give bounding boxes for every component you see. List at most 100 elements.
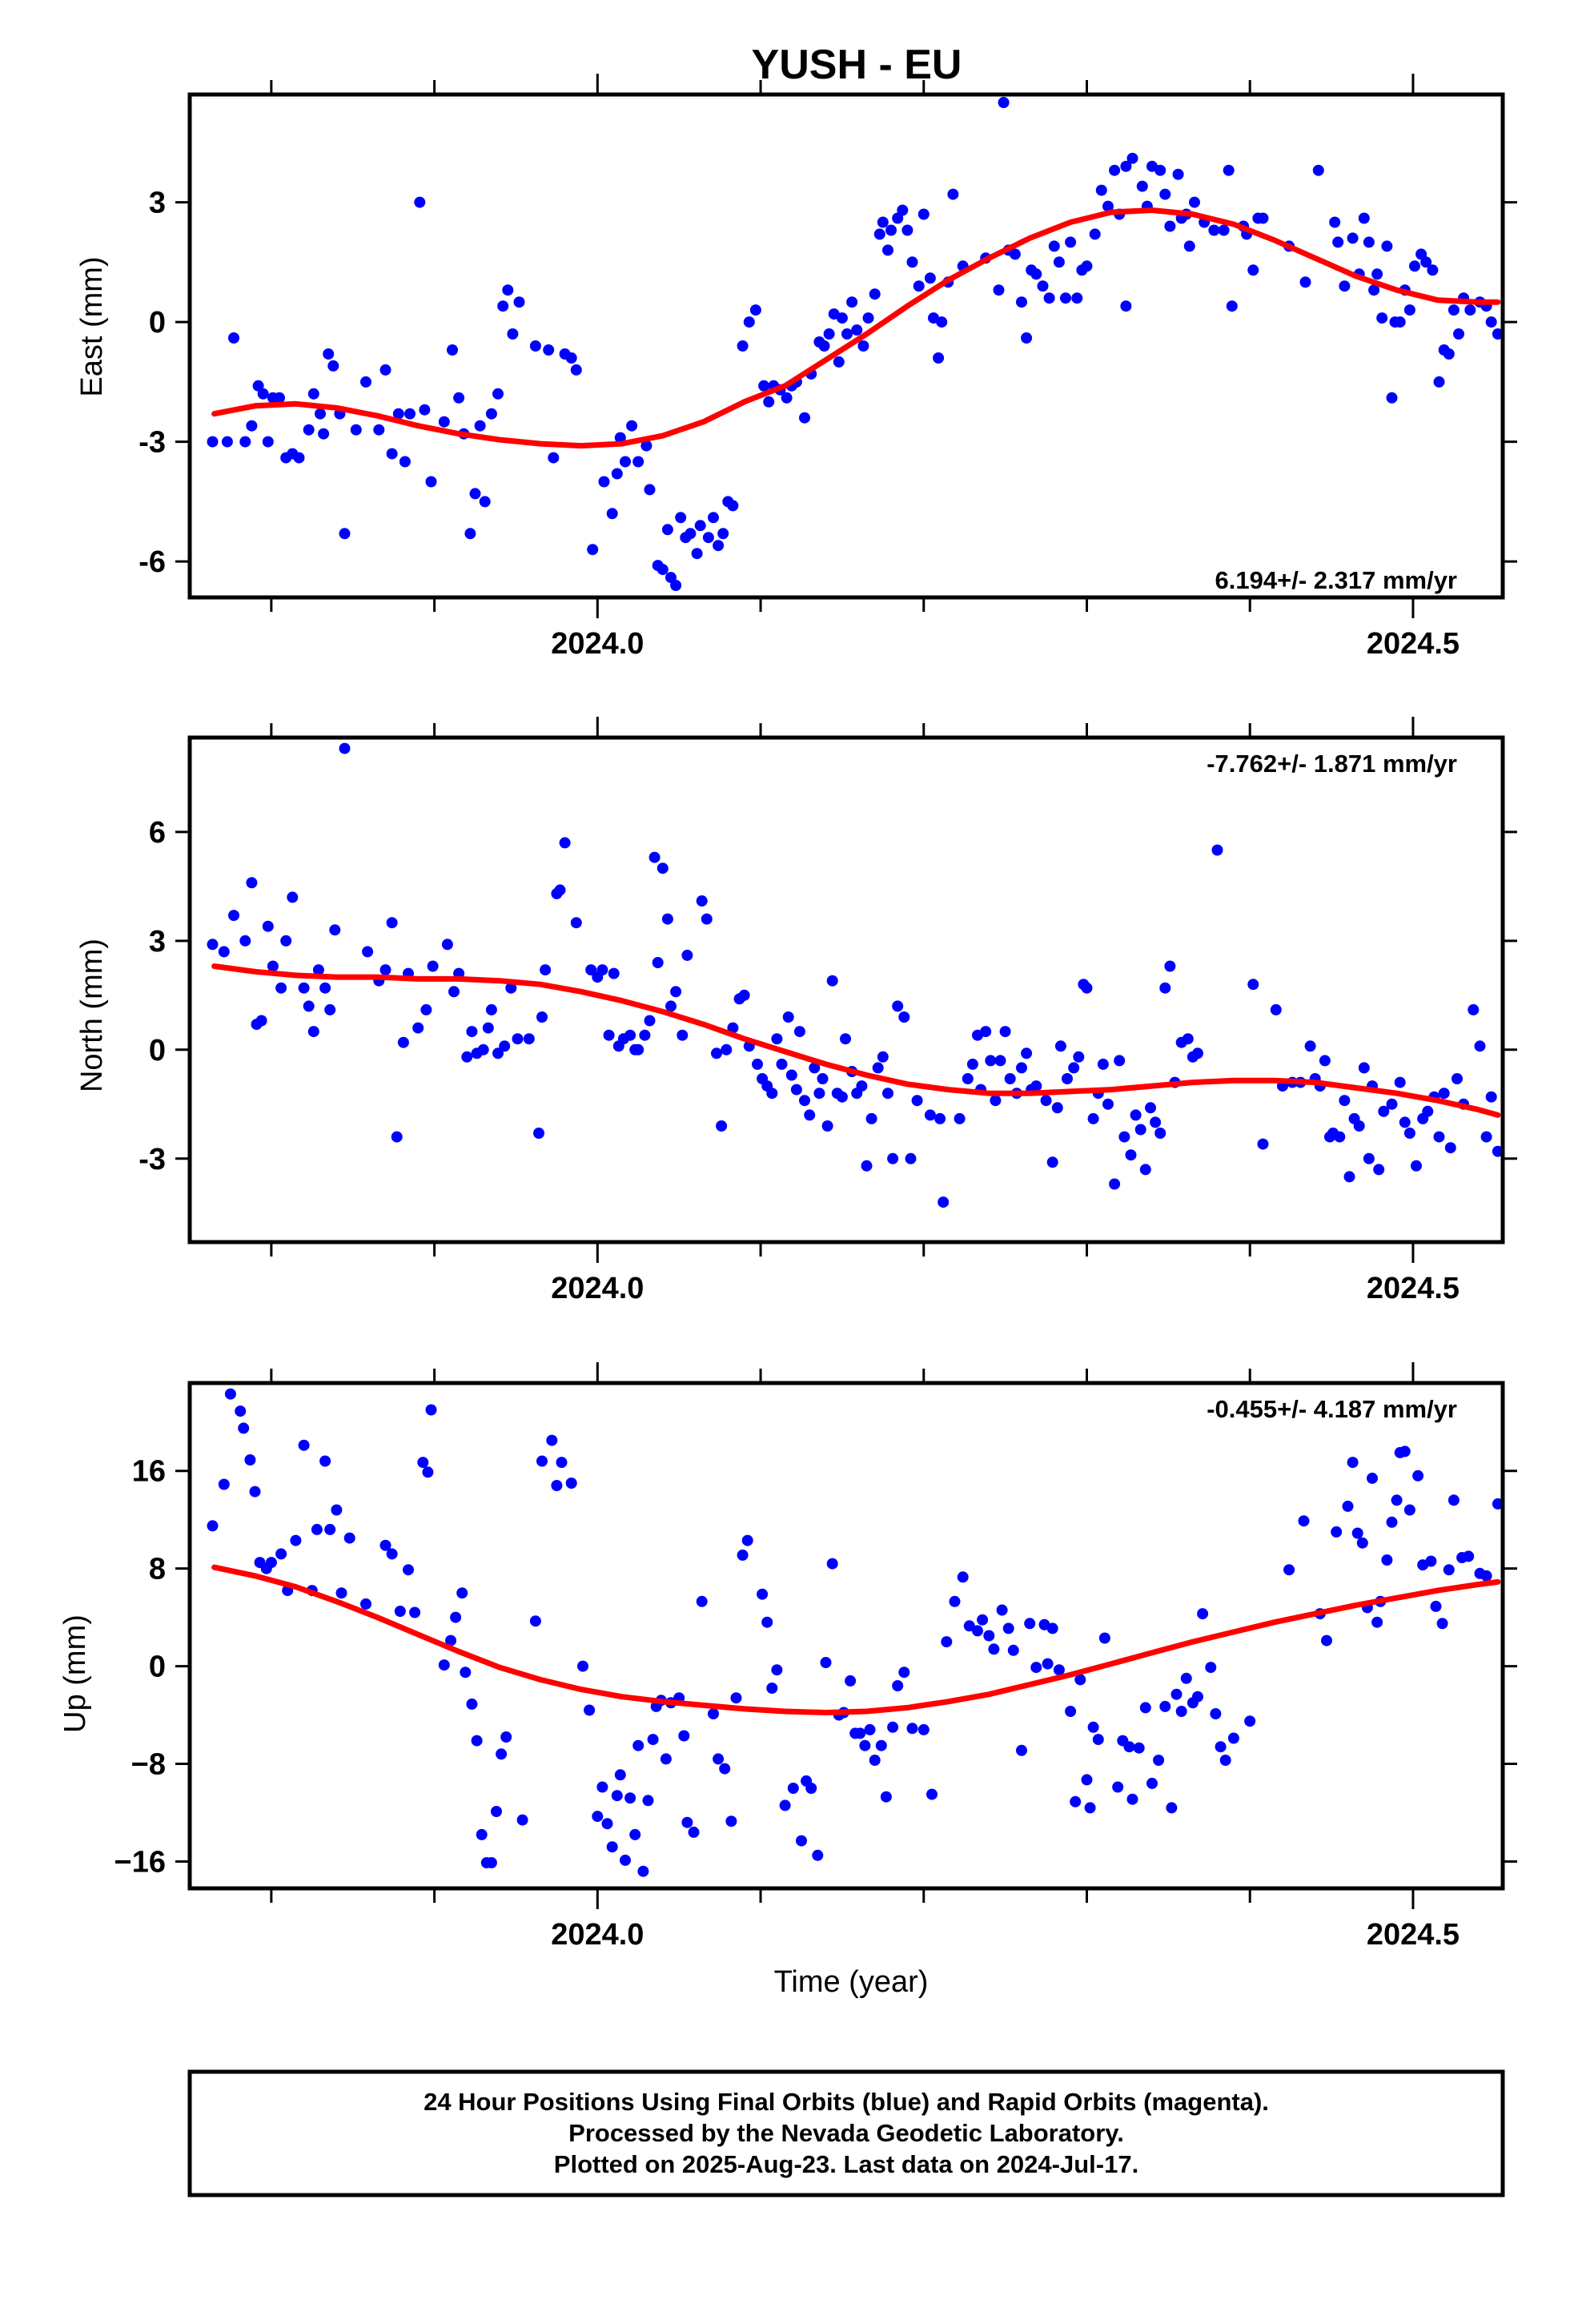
up-data-point bbox=[1371, 1616, 1383, 1628]
east-plot-frame bbox=[187, 92, 1505, 600]
north-data-point bbox=[1051, 1102, 1063, 1114]
north-data-point bbox=[872, 1062, 884, 1074]
up-data-point bbox=[730, 1692, 742, 1704]
east-data-point bbox=[327, 360, 339, 372]
north-data-point bbox=[661, 913, 673, 925]
east-data-point bbox=[936, 316, 948, 328]
east-data-point bbox=[497, 300, 509, 312]
east-data-point bbox=[1332, 236, 1344, 248]
east-data-point bbox=[1247, 264, 1259, 276]
up-data-point bbox=[864, 1723, 876, 1735]
east-data-point bbox=[360, 376, 371, 388]
north-data-point bbox=[608, 967, 620, 979]
up-data-point bbox=[425, 1404, 437, 1416]
east-data-point bbox=[293, 452, 305, 464]
north-data-point bbox=[312, 964, 324, 976]
east-ytick-label: 3 bbox=[149, 187, 166, 220]
east-data-point bbox=[1420, 256, 1432, 268]
east-data-point bbox=[404, 408, 416, 420]
up-data-point bbox=[1087, 1721, 1099, 1733]
up-data-point bbox=[224, 1388, 236, 1400]
north-data-point bbox=[817, 1073, 829, 1084]
north-data-point bbox=[966, 1058, 978, 1070]
up-data-point bbox=[1170, 1688, 1182, 1700]
up-data-point bbox=[926, 1788, 938, 1800]
east-data-point bbox=[1164, 220, 1176, 232]
north-data-point bbox=[639, 1029, 651, 1041]
north-ytick-label: -3 bbox=[139, 1143, 166, 1176]
north-data-point bbox=[656, 862, 669, 875]
up-data-point bbox=[244, 1454, 256, 1466]
north-data-point bbox=[386, 917, 398, 929]
east-xtick-label: 2024.0 bbox=[551, 627, 644, 661]
up-data-point bbox=[708, 1708, 719, 1719]
up-data-point bbox=[379, 1539, 391, 1551]
north-data-point bbox=[596, 964, 608, 976]
east-data-point bbox=[717, 528, 729, 540]
east-data-point bbox=[1071, 292, 1083, 304]
up-data-point bbox=[1403, 1504, 1415, 1516]
east-data-point bbox=[1159, 188, 1171, 200]
up-data-point bbox=[1024, 1618, 1036, 1630]
up-fit-curve bbox=[211, 1564, 1501, 1715]
north-data-point bbox=[1378, 1105, 1390, 1117]
up-data-point bbox=[360, 1598, 371, 1610]
north-data-point bbox=[1438, 1088, 1450, 1100]
north-data-point bbox=[1386, 1098, 1398, 1110]
up-data-point bbox=[1074, 1674, 1086, 1686]
east-data-point bbox=[1102, 200, 1114, 212]
up-data-point bbox=[637, 1865, 649, 1877]
east-data-point bbox=[675, 512, 687, 524]
north-data-point bbox=[298, 982, 310, 994]
east-data-point bbox=[1095, 184, 1107, 196]
up-data-point bbox=[1227, 1732, 1239, 1744]
up-data-point bbox=[1205, 1662, 1217, 1674]
up-data-point bbox=[1042, 1658, 1054, 1670]
north-data-point bbox=[1068, 1062, 1080, 1074]
up-data-point bbox=[491, 1806, 502, 1817]
north-data-point bbox=[1109, 1178, 1121, 1190]
east-data-point bbox=[743, 316, 755, 328]
east-data-point bbox=[257, 388, 269, 400]
north-data-point bbox=[721, 1043, 733, 1055]
north-data-point bbox=[1373, 1164, 1385, 1176]
up-data-point bbox=[719, 1763, 731, 1775]
up-data-point bbox=[1098, 1632, 1110, 1644]
east-data-point bbox=[892, 212, 904, 224]
east-data-point bbox=[507, 328, 519, 340]
east-data-point bbox=[1126, 152, 1138, 164]
up-data-point bbox=[1192, 1691, 1203, 1703]
up-data-point bbox=[629, 1828, 641, 1840]
east-data-point bbox=[897, 204, 909, 216]
footer-frame bbox=[187, 2069, 1505, 2197]
up-data-point bbox=[331, 1504, 343, 1516]
footer-line-orbits: 24 Hour Positions Using Final Orbits (bl… bbox=[424, 2088, 1269, 2116]
up-data-point bbox=[584, 1704, 596, 1716]
east-data-point bbox=[661, 524, 673, 536]
east-data-point bbox=[414, 196, 426, 208]
north-data-point bbox=[1339, 1095, 1351, 1107]
north-data-point bbox=[1474, 1040, 1486, 1052]
north-data-point bbox=[324, 1003, 336, 1015]
north-data-point bbox=[1343, 1171, 1355, 1183]
north-data-point bbox=[924, 1109, 936, 1121]
north-xtick-label: 2024.0 bbox=[551, 1272, 644, 1305]
east-data-point bbox=[1403, 304, 1415, 316]
east-xtick-label: 2024.5 bbox=[1367, 627, 1460, 661]
east-data-point bbox=[453, 392, 465, 404]
east-data-point bbox=[1257, 212, 1269, 224]
north-data-point bbox=[1046, 1156, 1058, 1168]
up-data-point bbox=[1356, 1537, 1368, 1549]
east-data-point bbox=[799, 412, 810, 424]
north-data-point bbox=[1468, 1003, 1480, 1015]
east-data-point bbox=[833, 356, 845, 368]
up-data-point bbox=[688, 1826, 700, 1838]
east-data-point bbox=[1081, 260, 1093, 272]
east-data-point bbox=[1409, 260, 1420, 272]
east-data-point bbox=[606, 508, 618, 520]
up-data-point bbox=[450, 1611, 462, 1623]
north-data-point bbox=[954, 1112, 966, 1124]
east-data-point bbox=[1312, 164, 1324, 176]
up-data-point bbox=[1399, 1445, 1411, 1458]
north-data-point bbox=[856, 1080, 868, 1092]
